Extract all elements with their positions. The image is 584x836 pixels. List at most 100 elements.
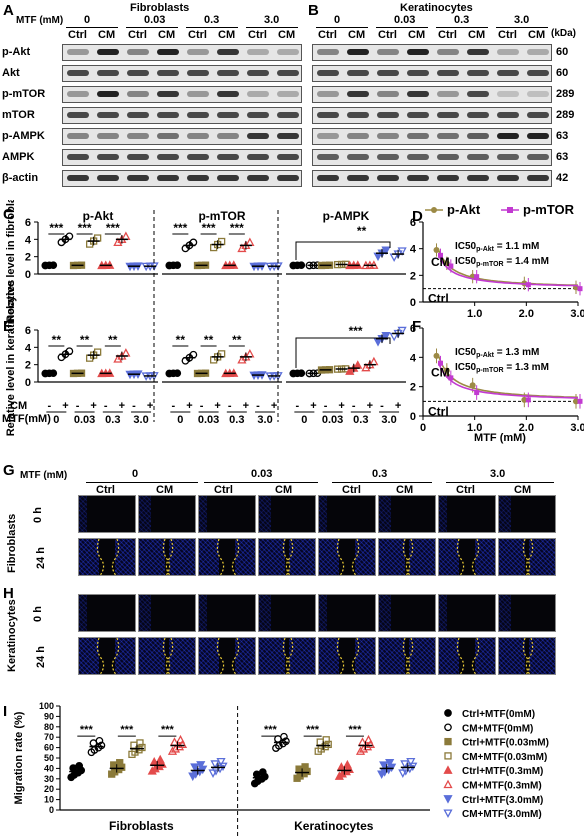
dose-underline <box>376 27 428 28</box>
scratch-edge-line <box>162 539 171 575</box>
data-point <box>355 746 366 755</box>
significance-label: ** <box>80 333 90 347</box>
protein-band <box>527 91 549 97</box>
protein-band <box>497 49 519 55</box>
panel-a-title: Fibroblasts <box>130 2 190 14</box>
scratch-edge-line <box>405 539 414 575</box>
blot-strip <box>312 149 552 166</box>
scratch-edge-line <box>282 638 291 674</box>
condition-label: Ctrl <box>188 29 207 41</box>
protein-band <box>217 70 239 76</box>
cell-layer <box>139 539 165 575</box>
cm-sign: - <box>171 400 175 412</box>
panel-b-letter: B <box>308 2 319 19</box>
protein-band <box>407 133 429 139</box>
cell-layer <box>259 539 285 575</box>
panel-g-letter: G <box>3 462 15 479</box>
scratch-well <box>198 495 256 533</box>
significance-bracket <box>295 241 391 260</box>
protein-band <box>467 49 489 55</box>
significance-label: *** <box>80 724 94 736</box>
data-point <box>75 761 84 770</box>
protein-band <box>247 112 269 118</box>
condition-label: Ctrl <box>438 29 457 41</box>
x-tick-label: 1.0 <box>467 422 482 434</box>
time-label: 0 h <box>31 507 44 523</box>
cm-sign: - <box>104 400 108 412</box>
protein-band <box>97 49 119 55</box>
well-row <box>78 594 558 632</box>
dose-label: 0 <box>301 414 307 426</box>
protein-band <box>157 154 179 160</box>
scratch-edge-line <box>351 539 360 575</box>
significance-label: *** <box>349 724 363 736</box>
protein-band <box>467 133 489 139</box>
scratch-edge <box>282 539 294 575</box>
panel-b-kda-values: 60 60 289 289 63 63 42 <box>556 44 584 194</box>
protein-band <box>127 154 149 160</box>
panels-d-f-chart: 0 2 4 6 1.0 2.0 3.0 IC50p-Akt = 1.1 mM IC50p-mTO… <box>410 202 584 444</box>
protein-band <box>467 112 489 118</box>
protein-band <box>97 175 119 181</box>
protein-band <box>347 70 369 76</box>
data-point <box>342 759 352 769</box>
cell-layer <box>79 539 99 575</box>
blot-strip <box>312 107 552 124</box>
data-point <box>525 397 531 403</box>
y-tick-label: 2 <box>25 360 31 372</box>
protein-band <box>347 91 369 97</box>
data-point <box>177 739 188 749</box>
cell-layer <box>475 638 495 674</box>
cm-sign: + <box>395 400 401 412</box>
protein-band <box>157 133 179 139</box>
significance-label: *** <box>202 221 216 235</box>
protein-band <box>217 154 239 160</box>
cell-layer <box>409 638 435 674</box>
dose-label: 3.0 <box>490 468 506 480</box>
dose-label: 3.0 <box>381 414 396 426</box>
cm-sign: + <box>186 400 192 412</box>
cm-sign: - <box>132 400 136 412</box>
f-xlabel: MTF (mM) <box>474 432 526 444</box>
protein-band <box>377 154 399 160</box>
protein-band <box>377 133 399 139</box>
ic50-value: = 1.1 mM <box>494 241 539 252</box>
cm-sign: + <box>119 400 125 412</box>
protein-band <box>317 49 339 55</box>
protein-band <box>217 112 239 118</box>
protein-label: p-AMPK <box>2 130 45 142</box>
condition-label: Ctrl <box>318 29 337 41</box>
protein-band <box>407 175 429 181</box>
scratch-well <box>258 594 316 632</box>
data-point <box>444 709 452 717</box>
significance-label: *** <box>120 724 134 736</box>
scratch-edge <box>402 539 414 575</box>
data-point <box>121 231 131 240</box>
condition-label: Ctrl <box>342 484 361 496</box>
cell-layer <box>139 496 151 532</box>
data-point <box>190 763 200 772</box>
protein-band <box>527 133 549 139</box>
protein-label: AMPK <box>2 151 35 163</box>
scratch-edge <box>162 539 174 575</box>
significance-label: ** <box>176 333 186 347</box>
data-point <box>448 263 454 269</box>
condition-label: CM <box>514 484 532 496</box>
fit-curve <box>437 362 578 399</box>
protein-band <box>497 154 519 160</box>
y-tick-label: 70 <box>44 732 54 742</box>
scratch-well <box>138 594 196 632</box>
significance-label: ** <box>204 333 214 347</box>
data-point <box>97 741 106 750</box>
scratch-edge-line <box>96 638 105 674</box>
y-tick-label: 20 <box>44 784 54 794</box>
protein-band <box>277 91 299 97</box>
scratch-edge-line <box>471 539 480 575</box>
protein-band <box>67 112 89 118</box>
protein-band <box>467 154 489 160</box>
scratch-well <box>498 594 556 632</box>
protein-band <box>247 175 269 181</box>
scratch-well <box>198 637 256 675</box>
protein-band <box>217 91 239 97</box>
ic50-sub: p-Akt <box>476 246 495 253</box>
